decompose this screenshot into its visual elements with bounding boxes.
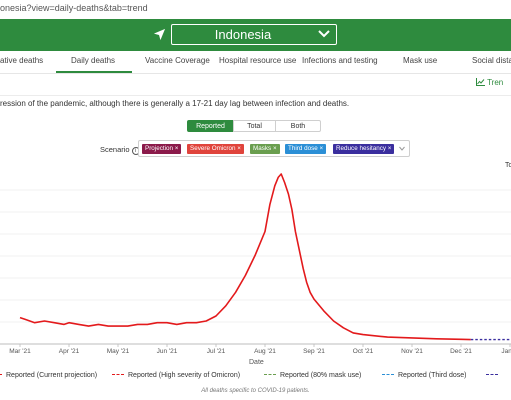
trend-button[interactable]: Tren — [476, 78, 503, 92]
x-tick-label-6: Sep '21 — [303, 348, 325, 355]
tab-social-distancing[interactable]: Social dista — [472, 56, 511, 65]
location-arrow-icon[interactable] — [153, 28, 166, 41]
legend-swatch — [112, 374, 124, 375]
tab-bar: ative deaths Daily deaths Vaccine Covera… — [0, 51, 511, 74]
description-text: ression of the pandemic, although there … — [0, 99, 350, 108]
x-axis-title: Date — [249, 359, 264, 366]
daily-deaths-chart: Mar '21 Apr '21 May '21 Jun '21 Jul '21 Aug '… — [0, 173, 511, 355]
chip-reduce-hesitancy[interactable]: Reduce hesitancy × — [333, 144, 395, 154]
country-select-value: Indonesia — [214, 27, 272, 42]
toggle-reported[interactable]: Reported — [187, 120, 234, 132]
legend-item-mask-use[interactable]: Reported (80% mask use) — [264, 372, 361, 379]
scenario-label: Scenario i — [100, 145, 140, 155]
tab-daily-deaths[interactable]: Daily deaths — [71, 56, 116, 65]
chevron-down-icon — [318, 30, 330, 38]
x-tick-label-9: Dec '21 — [450, 348, 472, 355]
toggle-both[interactable]: Both — [275, 120, 321, 132]
line-chart-icon — [476, 78, 485, 86]
trend-button-label: Tren — [487, 78, 504, 87]
chip-severe-omicron[interactable]: Severe Omicron × — [187, 144, 244, 154]
x-tick-label-0: Mar '21 — [9, 348, 31, 355]
chip-third-dose[interactable]: Third dose × — [285, 144, 327, 154]
x-tick-label-10: Jan '2 — [501, 348, 511, 355]
divider — [0, 95, 511, 96]
chip-projection[interactable]: Projection × — [142, 144, 182, 154]
scenario-select[interactable]: Projection × Severe Omicron × Masks × Th… — [138, 140, 410, 157]
legend-item-third-dose[interactable]: Reported (Third dose) — [382, 372, 466, 379]
tab-cumulative-deaths[interactable]: ative deaths — [0, 56, 44, 65]
x-tick-label-8: Nov '21 — [401, 348, 423, 355]
chart-legend: Reported (Current projection) Reported (… — [0, 370, 511, 382]
footnote: All deaths specific to COVID-19 patients… — [201, 388, 310, 394]
tab-vaccine-coverage[interactable]: Vaccine Coverage — [145, 56, 210, 65]
legend-item-high-severity-omicron[interactable]: Reported (High severity of Omicron) — [112, 372, 240, 379]
address-bar[interactable]: onesia?view=daily-deaths&tab=trend — [0, 0, 511, 20]
x-tick-label-2: May '21 — [107, 348, 130, 355]
url-text: onesia?view=daily-deaths&tab=trend — [0, 3, 148, 13]
chevron-down-icon[interactable] — [399, 146, 405, 151]
x-tick-label-5: Aug '21 — [254, 348, 276, 355]
x-tick-label-3: Jun '21 — [157, 348, 178, 355]
toggle-total[interactable]: Total — [233, 120, 276, 132]
top-right-label: To — [505, 162, 511, 169]
x-tick-label-7: Oct '21 — [353, 348, 374, 355]
legend-item-current-projection[interactable]: Reported (Current projection) — [0, 372, 97, 379]
tab-hospital-resource-use[interactable]: Hospital resource use — [219, 56, 297, 65]
country-select[interactable]: Indonesia — [171, 24, 337, 45]
legend-swatch — [382, 374, 394, 375]
legend-swatch — [0, 374, 2, 375]
x-tick-label-4: Jul '21 — [207, 348, 226, 355]
legend-item-reduce-hesitancy[interactable] — [486, 372, 502, 379]
tab-infections-and-testing[interactable]: Infections and testing — [302, 56, 378, 65]
legend-swatch — [264, 374, 276, 375]
chip-masks[interactable]: Masks × — [250, 144, 280, 154]
active-tab-indicator — [56, 71, 132, 73]
x-tick-label-1: Apr '21 — [59, 348, 80, 355]
series-line-0 — [19, 173, 471, 341]
header-bar: Indonesia — [0, 19, 511, 51]
tab-mask-use[interactable]: Mask use — [403, 56, 438, 65]
legend-swatch — [486, 374, 498, 375]
